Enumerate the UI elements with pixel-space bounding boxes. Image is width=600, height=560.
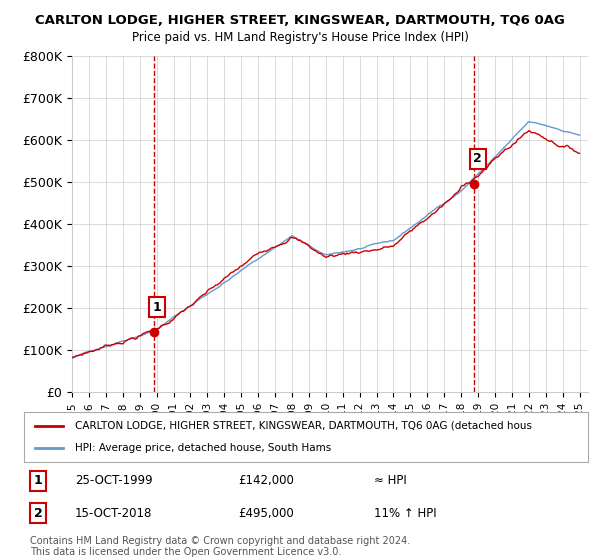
Text: CARLTON LODGE, HIGHER STREET, KINGSWEAR, DARTMOUTH, TQ6 0AG: CARLTON LODGE, HIGHER STREET, KINGSWEAR,… <box>35 14 565 27</box>
Text: 1: 1 <box>152 301 161 314</box>
Text: ≈ HPI: ≈ HPI <box>374 474 406 487</box>
Text: 15-OCT-2018: 15-OCT-2018 <box>75 507 152 520</box>
Text: Contains HM Land Registry data © Crown copyright and database right 2024.
This d: Contains HM Land Registry data © Crown c… <box>30 535 410 557</box>
Text: CARLTON LODGE, HIGHER STREET, KINGSWEAR, DARTMOUTH, TQ6 0AG (detached hous: CARLTON LODGE, HIGHER STREET, KINGSWEAR,… <box>75 421 532 431</box>
Text: 11% ↑ HPI: 11% ↑ HPI <box>374 507 436 520</box>
Text: 1: 1 <box>34 474 43 487</box>
Text: Price paid vs. HM Land Registry's House Price Index (HPI): Price paid vs. HM Land Registry's House … <box>131 31 469 44</box>
Text: £142,000: £142,000 <box>238 474 294 487</box>
Text: 2: 2 <box>473 152 482 165</box>
Text: £495,000: £495,000 <box>238 507 294 520</box>
Text: 2: 2 <box>34 507 43 520</box>
Text: 25-OCT-1999: 25-OCT-1999 <box>75 474 152 487</box>
Text: HPI: Average price, detached house, South Hams: HPI: Average price, detached house, Sout… <box>75 443 331 453</box>
